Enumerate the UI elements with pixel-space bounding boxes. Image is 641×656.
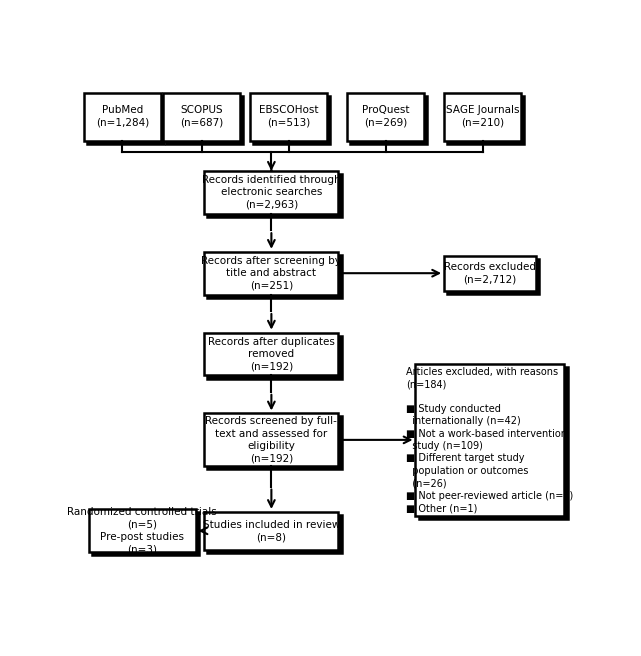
FancyBboxPatch shape [89, 509, 196, 552]
Text: EBSCOHost
(n=513): EBSCOHost (n=513) [259, 106, 319, 128]
FancyBboxPatch shape [204, 512, 338, 550]
FancyBboxPatch shape [204, 171, 338, 214]
FancyBboxPatch shape [350, 96, 428, 144]
Text: Records excluded
(n=2,712): Records excluded (n=2,712) [444, 262, 536, 285]
FancyBboxPatch shape [167, 96, 244, 144]
FancyBboxPatch shape [92, 512, 199, 556]
Text: ProQuest
(n=269): ProQuest (n=269) [362, 106, 410, 128]
FancyBboxPatch shape [347, 92, 424, 140]
FancyBboxPatch shape [84, 92, 161, 140]
FancyBboxPatch shape [444, 256, 536, 291]
Text: Randomized controlled trials
(n=5)
Pre-post studies
(n=3): Randomized controlled trials (n=5) Pre-p… [67, 507, 217, 554]
Text: Studies included in review
(n=8): Studies included in review (n=8) [203, 520, 340, 542]
Text: Records identified through
electronic searches
(n=2,963): Records identified through electronic se… [202, 175, 341, 210]
FancyBboxPatch shape [163, 92, 240, 140]
FancyBboxPatch shape [419, 367, 567, 519]
FancyBboxPatch shape [208, 417, 342, 470]
FancyBboxPatch shape [208, 255, 342, 298]
FancyBboxPatch shape [208, 336, 342, 379]
FancyBboxPatch shape [415, 364, 565, 516]
Text: Records after screening by
title and abstract
(n=251): Records after screening by title and abs… [201, 256, 341, 291]
FancyBboxPatch shape [204, 413, 338, 466]
FancyBboxPatch shape [204, 333, 338, 375]
FancyBboxPatch shape [250, 92, 328, 140]
FancyBboxPatch shape [447, 258, 539, 294]
Text: SCOPUS
(n=687): SCOPUS (n=687) [180, 106, 224, 128]
Text: Articles excluded, with reasons
(n=184)

■ Study conducted
  internationally (n=: Articles excluded, with reasons (n=184) … [406, 367, 574, 513]
FancyBboxPatch shape [444, 92, 521, 140]
FancyBboxPatch shape [253, 96, 330, 144]
Text: Records after duplicates
removed
(n=192): Records after duplicates removed (n=192) [208, 337, 335, 371]
Text: Records screened by full-
text and assessed for
eligibility
(n=192): Records screened by full- text and asses… [206, 417, 337, 464]
FancyBboxPatch shape [87, 96, 164, 144]
Text: PubMed
(n=1,284): PubMed (n=1,284) [96, 106, 149, 128]
FancyBboxPatch shape [208, 515, 342, 553]
FancyBboxPatch shape [208, 174, 342, 217]
FancyBboxPatch shape [204, 252, 338, 295]
Text: SAGE Journals
(n=210): SAGE Journals (n=210) [445, 106, 519, 128]
FancyBboxPatch shape [447, 96, 524, 144]
